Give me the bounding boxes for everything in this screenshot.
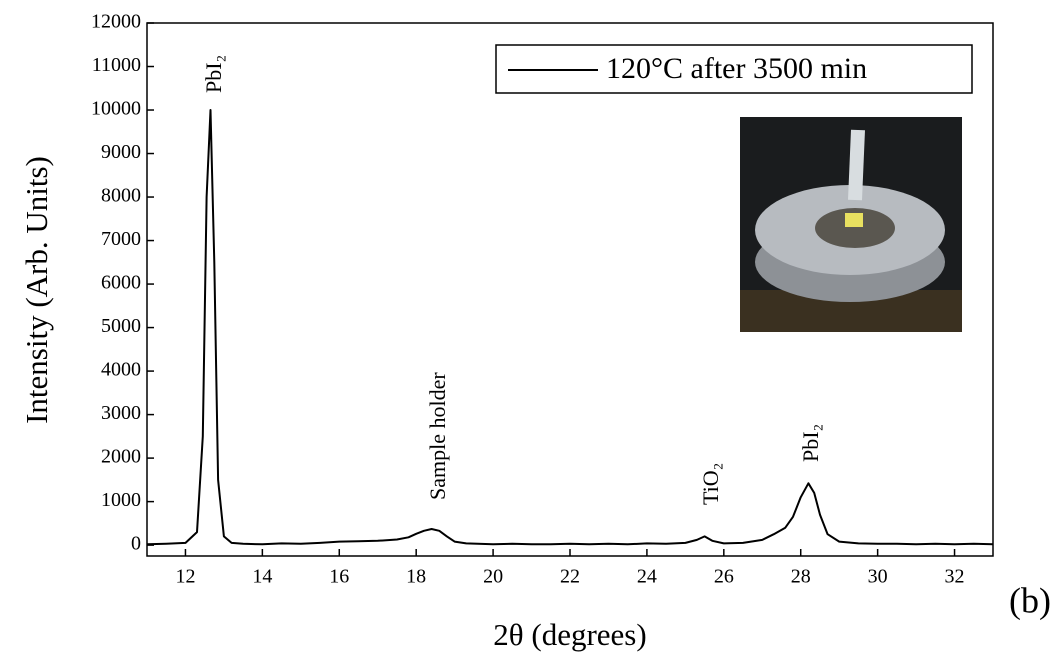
y-tick-label: 10000	[91, 98, 141, 120]
annotation: PbI₂	[201, 55, 226, 93]
y-axis-label: Intensity (Arb. Units)	[19, 156, 54, 424]
x-tick-label: 28	[791, 566, 811, 588]
inset-photo	[740, 117, 962, 332]
annotation: TiO₂	[698, 463, 723, 505]
x-tick-label: 32	[945, 566, 965, 588]
y-tick-label: 7000	[101, 228, 141, 250]
y-tick-label: 8000	[101, 185, 141, 207]
y-tick-label: 1000	[101, 489, 141, 511]
y-tick-label: 0	[131, 533, 141, 555]
y-tick-label: 3000	[101, 402, 141, 424]
x-tick-label: 22	[560, 566, 580, 588]
y-tick-label: 6000	[101, 272, 141, 294]
y-tick-label: 12000	[91, 11, 141, 33]
legend-label: 120°C after 3500 min	[606, 52, 867, 85]
y-tick-label: 9000	[101, 141, 141, 163]
x-tick-label: 16	[329, 566, 349, 588]
x-tick-label: 26	[714, 566, 734, 588]
y-tick-label: 5000	[101, 315, 141, 337]
x-axis-label: 2θ (degrees)	[493, 617, 646, 652]
x-tick-label: 12	[175, 566, 195, 588]
x-tick-label: 30	[868, 566, 888, 588]
y-tick-label: 11000	[92, 54, 141, 76]
x-tick-label: 24	[637, 566, 657, 588]
annotation: PbI₂	[798, 424, 823, 462]
annotation: Sample holder	[425, 372, 450, 500]
panel-label: (b)	[1009, 580, 1051, 620]
x-tick-label: 20	[483, 566, 503, 588]
data-line	[146, 109, 994, 546]
y-tick-label: 2000	[101, 446, 141, 468]
y-tick-label: 4000	[101, 359, 141, 381]
x-tick-label: 18	[406, 566, 426, 588]
x-tick-label: 14	[252, 566, 272, 588]
